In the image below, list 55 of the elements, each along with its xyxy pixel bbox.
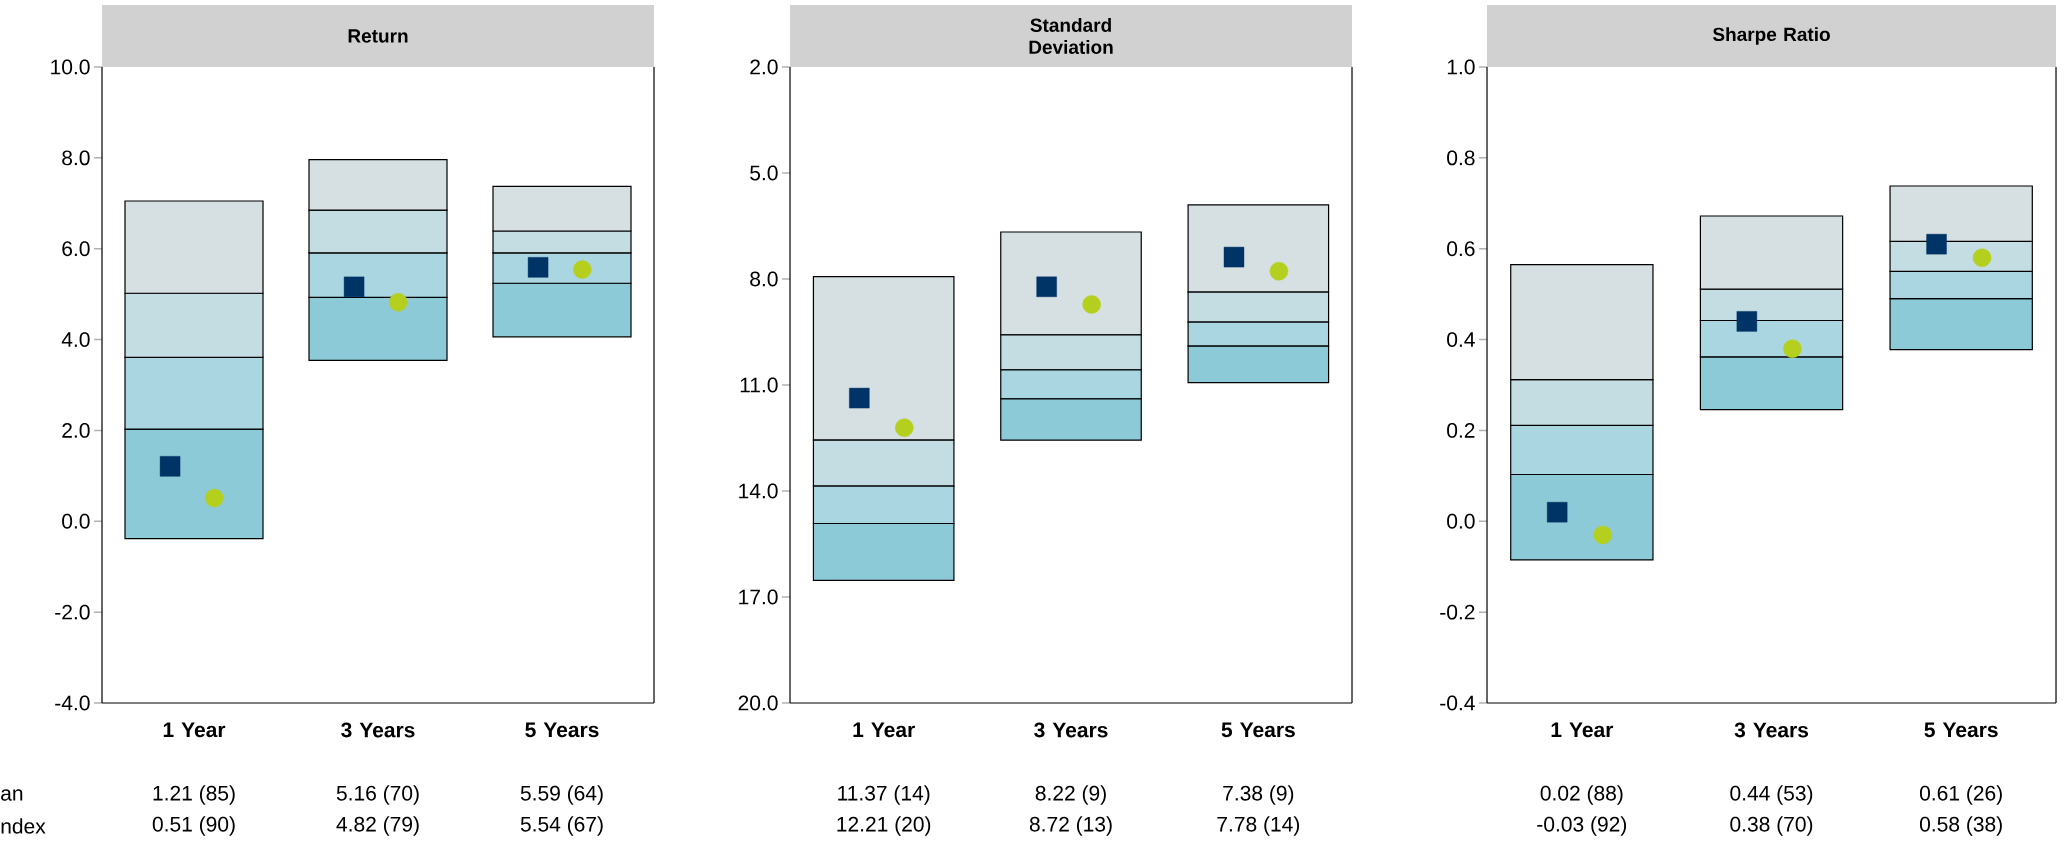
x-tick-label: 1 Year xyxy=(853,722,915,738)
y-tick-label: 20.0 xyxy=(738,695,778,711)
chart-title: Return xyxy=(348,29,408,43)
y-tick-label: -0.4 xyxy=(1440,695,1475,711)
data-label: 0.58 (38) xyxy=(1919,816,2002,836)
y-tick-label: 0.4 xyxy=(1447,332,1475,347)
y-tick-label: 0.0 xyxy=(62,513,90,529)
data-label: 5.54 (67) xyxy=(520,816,603,836)
y-tick-label: 0.2 xyxy=(1447,422,1475,438)
data-label: 8.72 (13) xyxy=(1029,816,1112,836)
data-label: 0.02 (88) xyxy=(1540,785,1623,805)
data-label: 8.22 (9) xyxy=(1035,785,1106,805)
x-tick-label: 1 Year xyxy=(1551,722,1614,738)
y-tick-label: 0.6 xyxy=(1447,241,1475,257)
data-label: 7.78 (14) xyxy=(1217,816,1300,836)
y-tick-label: 11.0 xyxy=(740,377,778,393)
y-tick-label: 14.0 xyxy=(739,483,778,499)
data-label: 7.38 (9) xyxy=(1223,785,1294,805)
y-tick-label: 1.0 xyxy=(1447,59,1475,75)
data-label: -0.03 (92) xyxy=(1537,816,1627,836)
text: an xyxy=(1,789,23,801)
x-tick-label: 5 Years xyxy=(1221,722,1295,738)
y-tick-label: 17.0 xyxy=(739,589,778,605)
y-tick-label: -4.0 xyxy=(55,695,90,711)
data-label: 0.61 (26) xyxy=(1919,785,2002,805)
y-tick-label: 6.0 xyxy=(62,241,90,257)
y-tick-label: -0.2 xyxy=(1440,604,1475,620)
data-label: 12.21 (20) xyxy=(837,816,931,836)
data-label: 5.59 (64) xyxy=(520,785,603,805)
x-tick-label: 5 Years xyxy=(525,722,599,738)
data-label: 1.21 (85) xyxy=(153,785,235,805)
chart-title: Sharpe Ratio xyxy=(1712,27,1830,45)
y-tick-label: 8.0 xyxy=(62,150,90,166)
y-tick-label: 2.0 xyxy=(750,59,778,75)
data-label: 0.38 (70) xyxy=(1730,816,1813,836)
chart-title: Standard Deviation xyxy=(1029,18,1113,54)
data-label: 0.51 (90) xyxy=(152,816,235,836)
y-tick-label: 4.0 xyxy=(61,332,90,347)
y-tick-label: -2.0 xyxy=(55,604,90,620)
text: ndex xyxy=(1,818,46,834)
data-label: 11.37 (14) xyxy=(838,785,930,805)
y-tick-label: 5.0 xyxy=(750,165,778,181)
data-label: 5.16 (70) xyxy=(336,785,419,805)
x-tick-label: 3 Years xyxy=(1034,722,1108,738)
data-label: 0.44 (53) xyxy=(1730,785,1813,805)
x-tick-label: 5 Years xyxy=(1924,722,1998,738)
x-tick-label: 3 Years xyxy=(1734,722,1809,738)
y-tick-label: 0.0 xyxy=(1447,513,1475,529)
y-tick-label: 10.0 xyxy=(51,59,90,75)
x-tick-label: 1 Year xyxy=(163,722,226,738)
x-tick-label: 3 Years xyxy=(341,722,415,738)
y-tick-label: 0.8 xyxy=(1447,150,1475,166)
y-tick-label: 2.0 xyxy=(62,422,90,438)
data-label: 4.82 (79) xyxy=(336,816,419,836)
y-tick-label: 8.0 xyxy=(750,271,778,287)
